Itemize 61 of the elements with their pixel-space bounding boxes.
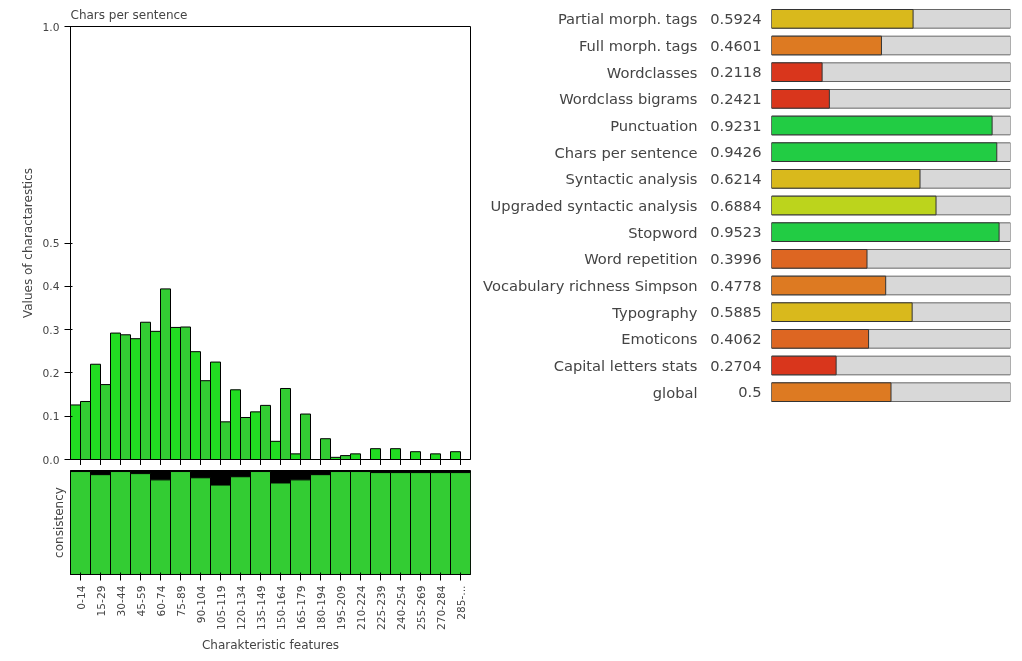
y-tick-label: Partial morph. tags bbox=[557, 10, 698, 28]
y-tick-label: global bbox=[652, 383, 698, 401]
x-tick-label: 240-254 bbox=[394, 585, 408, 631]
y-tick-label: Capital letters stats bbox=[553, 357, 698, 374]
y-tick-label: Wordclasses bbox=[606, 63, 698, 81]
data-label: 0.9231 bbox=[710, 116, 762, 134]
data-label: 0.5885 bbox=[710, 303, 762, 321]
x-tick-label: 180-194 bbox=[314, 585, 328, 631]
y-tick-label: 0.1 bbox=[42, 410, 60, 424]
y-tick-label: 0.2 bbox=[42, 366, 60, 380]
data-label: 0.4601 bbox=[710, 36, 762, 54]
y-tick-label: Word repetition bbox=[584, 250, 698, 268]
data-label: 0.5924 bbox=[710, 9, 762, 27]
chart-title: Chars per sentence bbox=[70, 7, 188, 22]
data-label: 0.6214 bbox=[710, 169, 762, 187]
y-tick-label: Syntactic analysis bbox=[565, 170, 698, 188]
data-label: 0.9426 bbox=[710, 143, 762, 161]
data-label: 0.3996 bbox=[710, 249, 762, 267]
x-tick-label: 30-44 bbox=[114, 585, 128, 617]
x-tick-label: 270-284 bbox=[434, 585, 448, 631]
data-label: 0.6884 bbox=[710, 196, 762, 214]
y-tick-label: 0.3 bbox=[42, 323, 60, 337]
y-tick-label: Punctuation bbox=[610, 117, 698, 134]
x-tick-label: 15-29 bbox=[94, 585, 108, 617]
x-tick-label: 60-74 bbox=[154, 585, 168, 617]
y-tick-label: Upgraded syntactic analysis bbox=[490, 197, 698, 214]
x-tick-label: 120-134 bbox=[234, 585, 248, 631]
data-label: 0.4778 bbox=[710, 276, 762, 294]
x-axis-title: Charakteristic features bbox=[201, 638, 340, 653]
y-axis-title: Values of charactarestics bbox=[20, 167, 35, 319]
y-tick-label: Vocabulary richness Simpson bbox=[483, 277, 698, 294]
data-label: 0.5 bbox=[738, 383, 762, 401]
y-tick-label: 0.0 bbox=[42, 453, 60, 467]
x-tick-label: 45-59 bbox=[134, 585, 148, 617]
x-tick-label: 225-239 bbox=[374, 585, 388, 631]
data-label: 0.2421 bbox=[710, 89, 762, 107]
y-tick-label: 1.0 bbox=[42, 20, 60, 34]
data-label: 0.2118 bbox=[710, 63, 762, 81]
y-tick-label: 0.5 bbox=[42, 237, 60, 250]
x-tick-label: 255-269 bbox=[414, 585, 428, 631]
y-tick-label: Full morph. tags bbox=[578, 37, 698, 54]
x-tick-label: 285-... bbox=[454, 585, 468, 620]
x-tick-label: 150-164 bbox=[274, 585, 288, 631]
data-label: 0.2704 bbox=[710, 356, 762, 374]
x-tick-label: 195-209 bbox=[334, 585, 348, 631]
data-label: 0.4062 bbox=[710, 329, 762, 347]
y-tick-label: Emoticons bbox=[621, 330, 698, 348]
x-tick-label: 75-89 bbox=[174, 585, 188, 617]
y-tick-label: Chars per sentence bbox=[554, 143, 698, 161]
y-tick-label: Stopword bbox=[628, 223, 698, 241]
x-tick-label: 165-179 bbox=[294, 585, 308, 631]
y-tick-label: Typography bbox=[611, 303, 698, 321]
x-tick-label: 210-224 bbox=[354, 585, 368, 631]
x-tick-label: 0-14 bbox=[74, 585, 88, 610]
x-tick-label: 105-119 bbox=[214, 585, 228, 631]
y-tick-label: Wordclass bigrams bbox=[559, 90, 698, 108]
data-label: 0.9523 bbox=[710, 223, 762, 241]
y-tick-label: 0.4 bbox=[42, 280, 60, 294]
x-tick-label: 90-104 bbox=[194, 585, 208, 624]
y-axis-title: consistency bbox=[51, 487, 66, 558]
x-tick-label: 135-149 bbox=[254, 585, 268, 631]
